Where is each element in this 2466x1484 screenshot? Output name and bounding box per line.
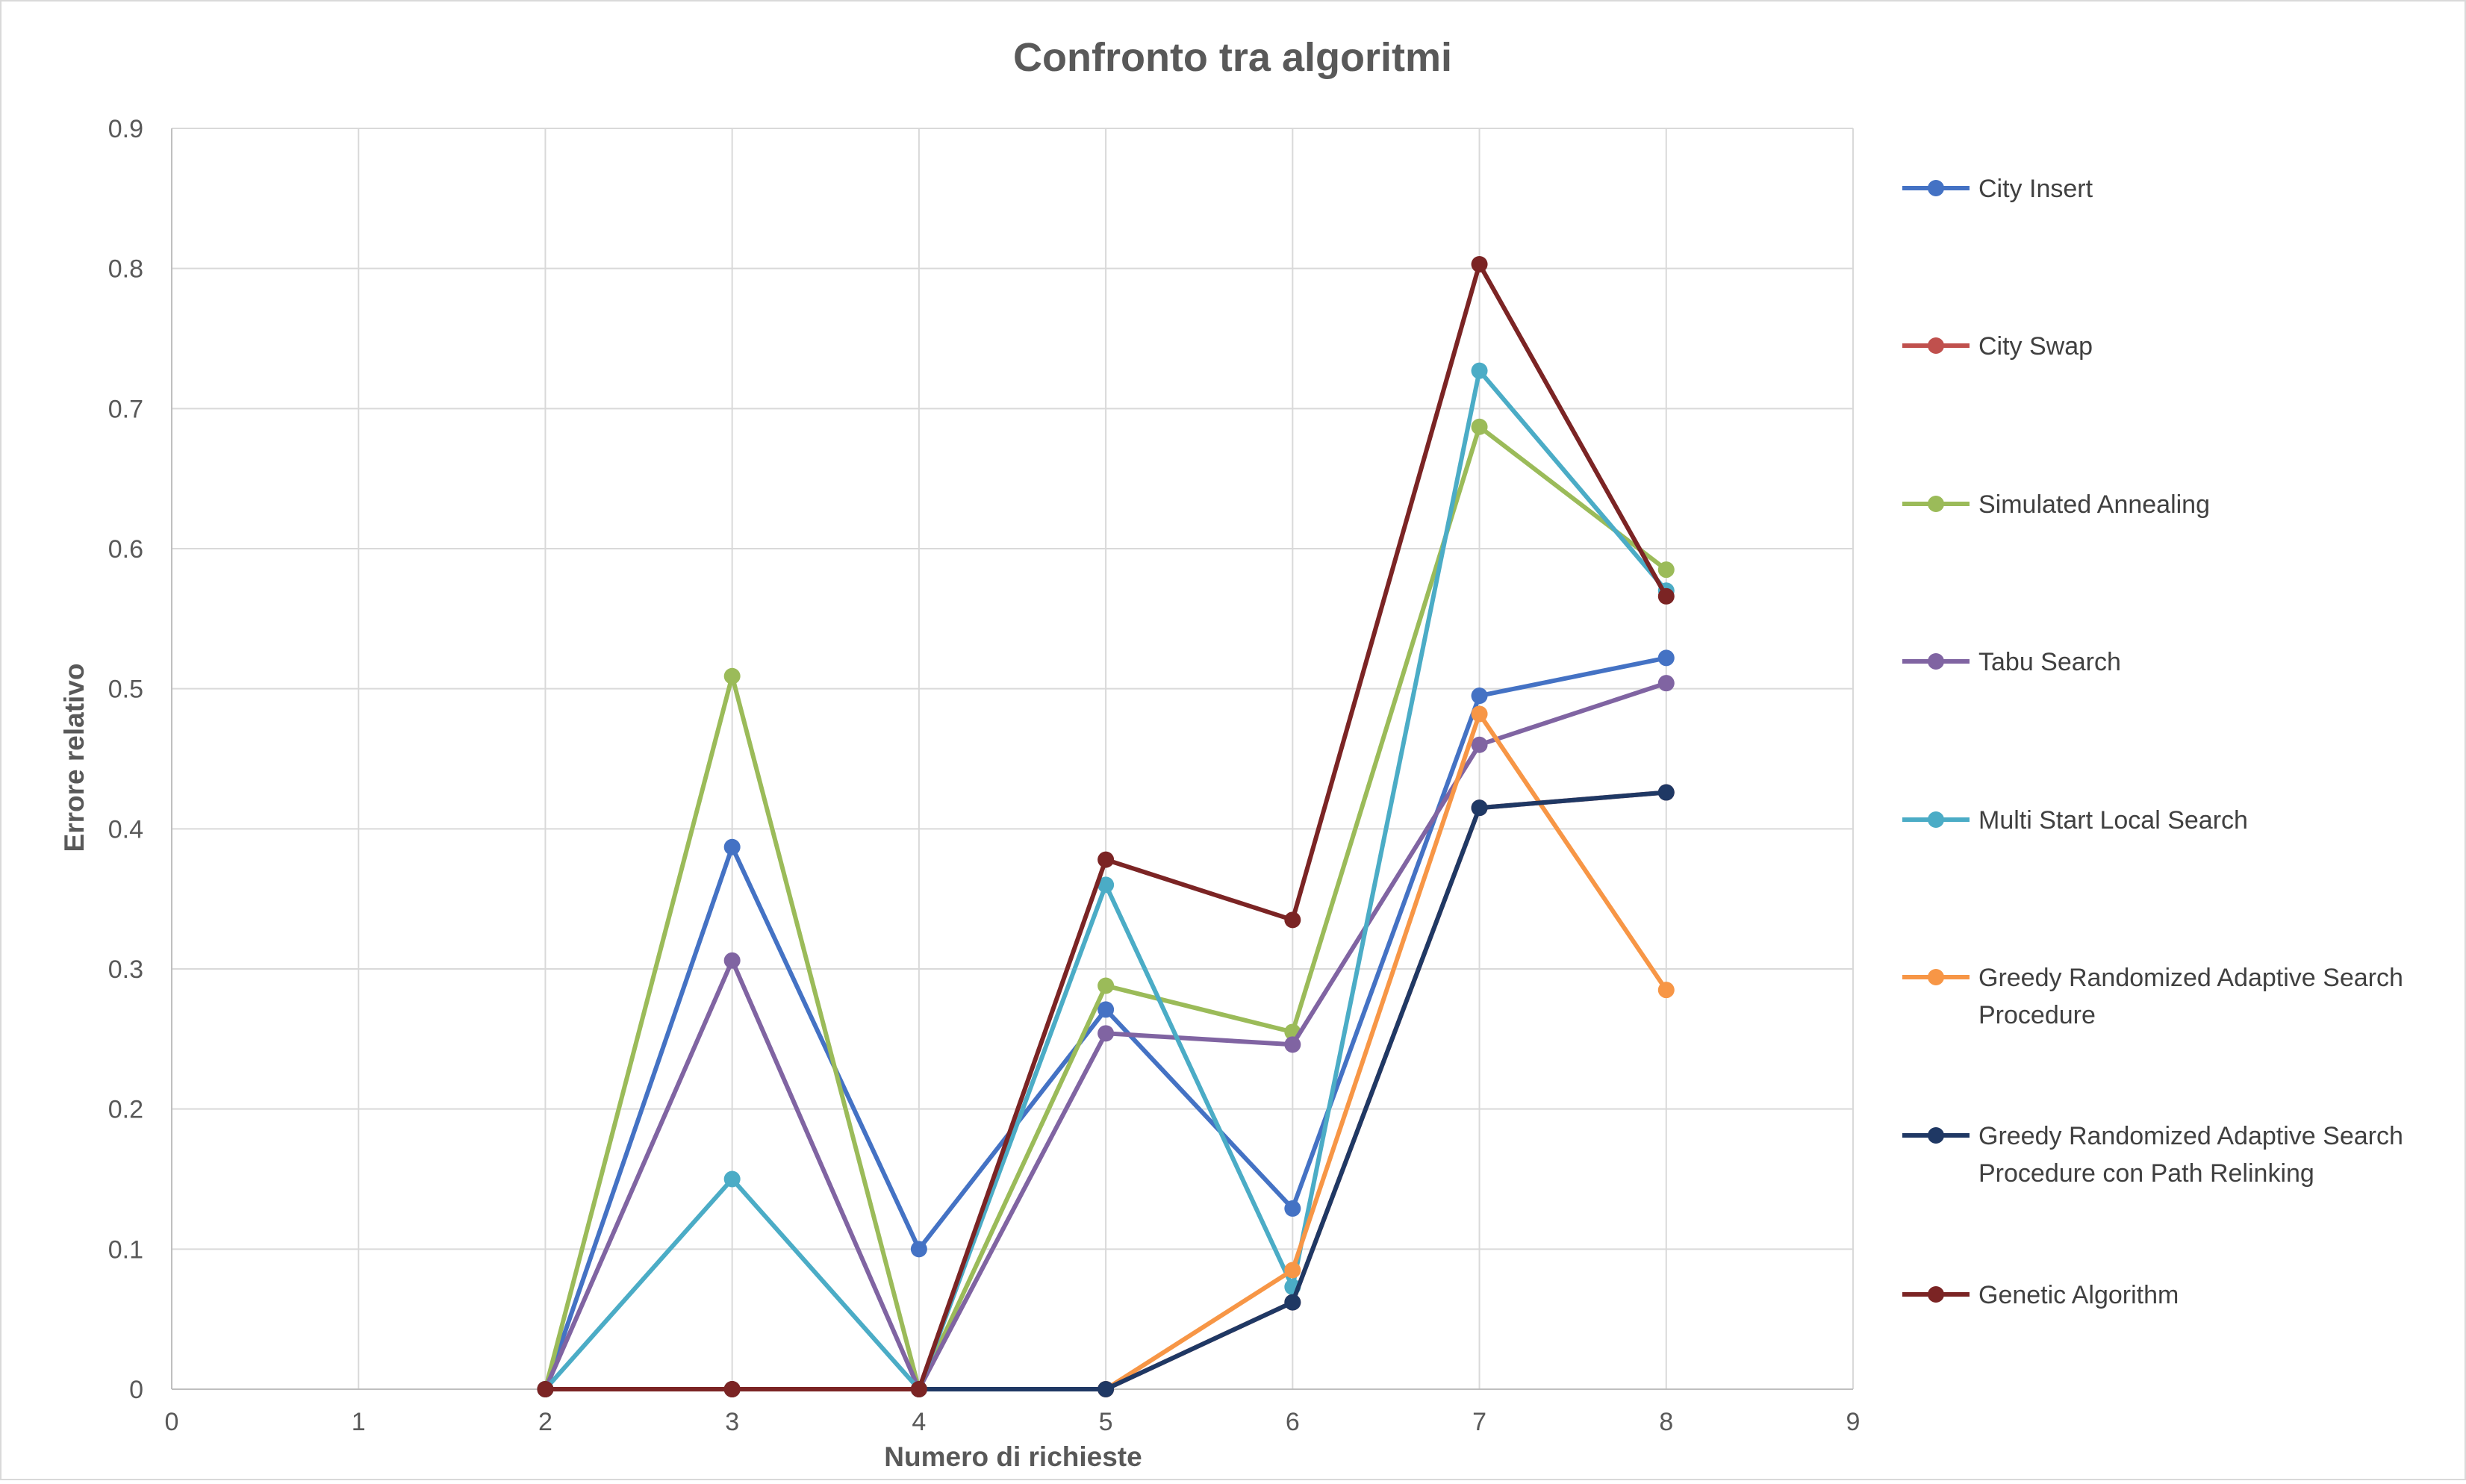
data-point — [1657, 982, 1675, 999]
x-tick-label: 7 — [1472, 1408, 1486, 1436]
data-point — [1097, 1381, 1115, 1397]
grid — [172, 128, 1854, 1389]
legend: City Insert City Swap Simulated Annealing T… — [1902, 175, 2403, 1309]
y-axis-label: Errore relativo — [59, 664, 90, 852]
y-tick-label: 0.8 — [108, 255, 143, 284]
chart-title: Confronto tra algoritmi — [1013, 35, 1452, 80]
data-point — [1284, 911, 1301, 929]
data-point — [1284, 1262, 1301, 1279]
legend-entry: City Insert — [1902, 175, 2093, 203]
x-tick-label: 3 — [725, 1408, 739, 1436]
data-point — [1471, 688, 1488, 705]
legend-marker — [1928, 653, 1944, 670]
data-point — [1657, 784, 1675, 801]
data-point — [1471, 705, 1488, 723]
data-point — [1284, 1200, 1301, 1217]
legend-entry: Tabu Search — [1902, 648, 2121, 676]
data-point — [1471, 418, 1488, 435]
legend-marker — [1928, 1286, 1944, 1303]
data-point — [1657, 587, 1675, 605]
legend-entry: Greedy Randomized Adaptive Search Procedu… — [1902, 1122, 2403, 1188]
data-point — [1657, 675, 1675, 692]
legend-marker — [1928, 337, 1944, 354]
data-point — [537, 1381, 554, 1397]
plot-series — [537, 256, 1675, 1397]
y-tick-label: 0 — [129, 1376, 143, 1404]
legend-marker — [1928, 969, 1944, 985]
x-tick-label: 5 — [1099, 1408, 1113, 1436]
y-tick-label: 0.9 — [108, 115, 143, 143]
legend-label: Simulated Annealing — [1978, 490, 2210, 519]
legend-marker — [1928, 1127, 1944, 1144]
legend-label: Greedy Randomized Adaptive Search — [1978, 964, 2403, 992]
data-point — [1471, 362, 1488, 379]
data-point — [1471, 256, 1488, 273]
y-tick-label: 0.4 — [108, 815, 143, 844]
data-point — [723, 667, 741, 685]
data-point — [1471, 736, 1488, 753]
y-tick-label: 0.3 — [108, 955, 143, 984]
y-tick-label: 0.5 — [108, 676, 143, 704]
series-0 — [537, 649, 1675, 1397]
legend-label: Procedure con Path Relinking — [1978, 1159, 2314, 1188]
legend-entry: Genetic Algorithm — [1902, 1281, 2179, 1309]
data-point — [723, 1381, 741, 1397]
x-axis-label: Numero di richieste — [884, 1441, 1142, 1472]
legend-entry: City Swap — [1902, 332, 2093, 361]
y-tick-label: 0.2 — [108, 1096, 143, 1124]
tick-labels: 0 0.1 0.2 0.3 0.4 0.5 0.6 0.7 0.8 0.9 0 1 2 3 4 5 6 7 8 9 — [108, 115, 1861, 1436]
data-point — [723, 838, 741, 855]
data-point — [1284, 1294, 1301, 1311]
y-tick-label: 0.7 — [108, 395, 143, 423]
data-point — [1097, 977, 1115, 994]
data-point — [1097, 876, 1115, 894]
legend-label: City Insert — [1978, 175, 2093, 203]
data-point — [1097, 1001, 1115, 1018]
y-tick-label: 0.6 — [108, 535, 143, 564]
legend-marker — [1928, 180, 1944, 196]
x-tick-label: 0 — [165, 1408, 179, 1436]
legend-label: Tabu Search — [1978, 648, 2121, 676]
legend-entry: Simulated Annealing — [1902, 490, 2210, 519]
data-point — [723, 952, 741, 969]
x-tick-label: 8 — [1659, 1408, 1673, 1436]
legend-marker — [1928, 496, 1944, 512]
series-7 — [537, 256, 1675, 1397]
data-point — [1284, 1036, 1301, 1053]
data-point — [1097, 851, 1115, 868]
legend-marker — [1928, 811, 1944, 828]
legend-entry: Greedy Randomized Adaptive Search Procedu… — [1902, 964, 2403, 1029]
legend-label: Multi Start Local Search — [1978, 806, 2248, 835]
x-tick-label: 1 — [352, 1408, 366, 1436]
legend-label: Greedy Randomized Adaptive Search — [1978, 1122, 2403, 1150]
data-point — [1097, 1025, 1115, 1042]
legend-label: Procedure — [1978, 1001, 2096, 1029]
x-tick-label: 6 — [1286, 1408, 1300, 1436]
data-point — [1657, 649, 1675, 667]
legend-entry: Multi Start Local Search — [1902, 806, 2248, 835]
data-point — [723, 1170, 741, 1188]
data-point — [1657, 561, 1675, 579]
x-tick-label: 9 — [1846, 1408, 1861, 1436]
series-4 — [537, 362, 1675, 1397]
y-tick-label: 0.1 — [108, 1235, 143, 1264]
x-tick-label: 4 — [912, 1408, 926, 1436]
data-point — [1471, 799, 1488, 817]
data-point — [910, 1381, 927, 1397]
data-point — [910, 1241, 927, 1258]
x-tick-label: 2 — [538, 1408, 552, 1436]
legend-label: Genetic Algorithm — [1978, 1281, 2179, 1309]
legend-label: City Swap — [1978, 332, 2093, 361]
